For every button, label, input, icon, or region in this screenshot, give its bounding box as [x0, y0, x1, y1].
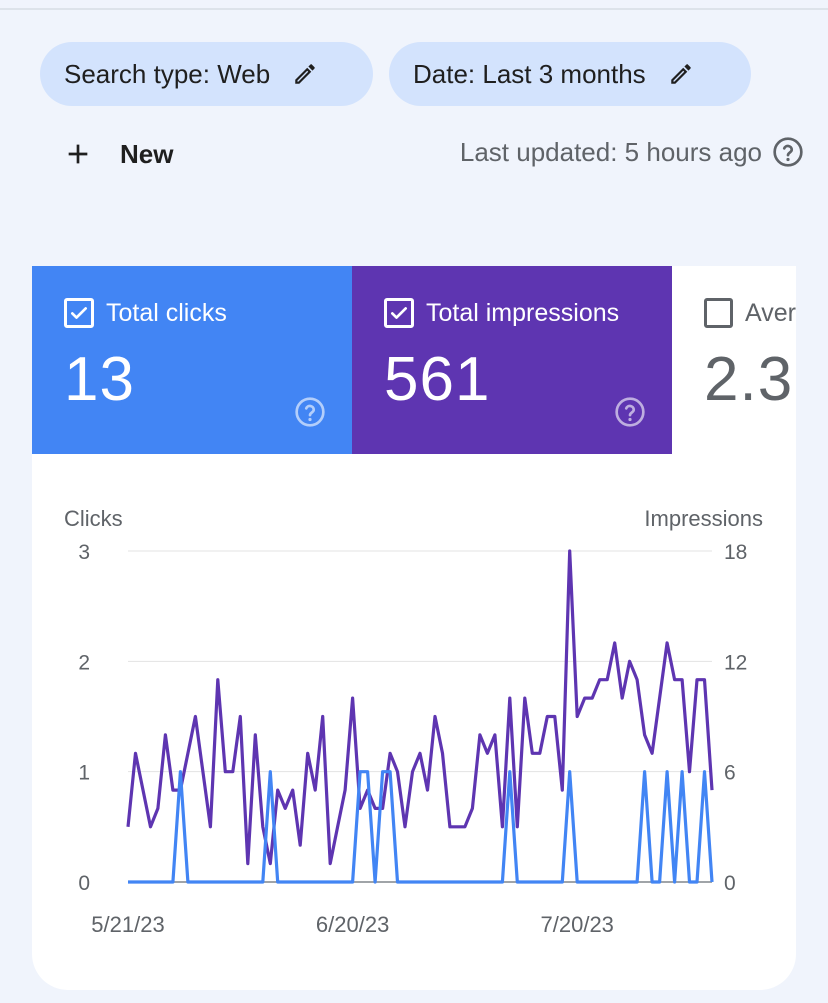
- help-icon[interactable]: [294, 396, 326, 428]
- y-left-tick-label: 1: [78, 762, 90, 785]
- y-right-tick-label: 12: [724, 651, 747, 674]
- checkbox-checked-icon[interactable]: [384, 298, 414, 328]
- total-clicks-label: Total clicks: [106, 298, 227, 327]
- total-impressions-metric[interactable]: Total impressions 561: [352, 266, 672, 454]
- y-left-tick-label: 0: [78, 872, 90, 895]
- new-filter-label: New: [120, 138, 174, 169]
- last-updated-status: Last updated: 5 hours ago: [460, 136, 804, 168]
- series-line-clicks: [128, 770, 714, 884]
- performance-card: Total clicks 13 Total impressions 561 Av…: [32, 266, 796, 990]
- search-type-filter-chip[interactable]: Search type: Web: [40, 42, 373, 106]
- y-left-tick-label: 2: [78, 651, 90, 674]
- pencil-icon: [295, 64, 315, 84]
- last-updated-text: Last updated: 5 hours ago: [459, 136, 762, 167]
- y-right-tick-label: 0: [724, 872, 736, 895]
- average-metric-value: 2.3: [704, 345, 794, 414]
- y-right-tick-label: 18: [724, 541, 747, 564]
- x-tick-label: 7/20/23: [541, 912, 614, 937]
- total-impressions-value: 561: [384, 345, 491, 414]
- performance-chart: Clicks Impressions 0 0 1 6 2 12 3 18 5/21/23 6/20…: [64, 506, 763, 937]
- total-clicks-metric[interactable]: Total clicks 13: [32, 266, 352, 454]
- plus-icon: [68, 144, 88, 164]
- help-icon[interactable]: [772, 136, 804, 168]
- x-tick-label: 5/21/23: [91, 912, 164, 937]
- date-filter-label: Date: Last 3 months: [413, 58, 646, 89]
- search-type-filter-label: Search type: Web: [64, 58, 271, 89]
- total-clicks-value: 13: [64, 345, 135, 414]
- checkbox-checked-icon[interactable]: [64, 298, 94, 328]
- top-divider: [0, 8, 828, 10]
- y-right-axis-label: Impressions: [644, 506, 763, 531]
- help-icon[interactable]: [614, 396, 646, 428]
- series-line-impressions: [126, 549, 714, 866]
- checkbox-unchecked-icon[interactable]: [704, 298, 734, 328]
- y-left-axis-label: Clicks: [64, 506, 123, 531]
- date-filter-chip[interactable]: Date: Last 3 months: [389, 42, 751, 106]
- pencil-icon: [670, 64, 691, 84]
- new-filter-button[interactable]: New: [62, 132, 173, 176]
- y-left-tick-label: 3: [78, 541, 90, 564]
- x-tick-label: 6/20/23: [316, 912, 389, 937]
- total-impressions-label: Total impressions: [426, 298, 620, 327]
- average-position-metric[interactable]: Aver 2.3: [672, 266, 796, 454]
- average-metric-label: Aver: [745, 298, 796, 327]
- y-right-tick-label: 6: [724, 762, 736, 785]
